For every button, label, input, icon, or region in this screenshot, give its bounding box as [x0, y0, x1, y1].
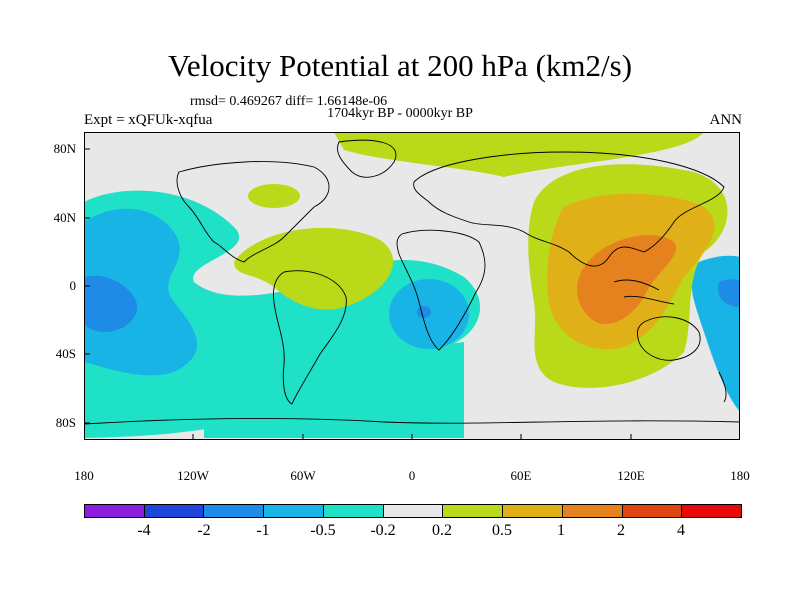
- colorbar-box: [622, 505, 683, 517]
- colorbar-label: 4: [677, 522, 685, 539]
- x-tick-label: 60W: [290, 468, 316, 483]
- velocity-potential-map: [84, 132, 740, 440]
- coast-australia: [636, 316, 701, 361]
- colorbar-box: [383, 505, 444, 517]
- field-lime-namerica: [248, 184, 300, 208]
- y-tick-label: 0: [69, 278, 77, 293]
- contour-fields: [84, 132, 740, 438]
- coast-north-america: [176, 161, 330, 263]
- coast-greenland: [337, 139, 397, 178]
- stats-line: rmsd= 0.469267 diff= 1.66148e-06: [190, 94, 388, 109]
- colorbar-box: [682, 505, 742, 517]
- coastlines: [84, 139, 740, 425]
- coast-antarctica: [84, 417, 740, 425]
- time-period: 1704kyr BP - 0000kyr BP: [327, 106, 473, 121]
- colorbar-label: -4: [137, 522, 151, 539]
- coast-south-america: [273, 270, 347, 405]
- colorbar-label: -2: [197, 522, 211, 539]
- field-cyan-south: [204, 342, 464, 438]
- colorbar-box: [443, 505, 504, 517]
- colorbar-box: [323, 505, 384, 517]
- coast-eurasia: [413, 151, 725, 267]
- x-tick-label: 120W: [177, 468, 209, 483]
- field-orange-core: [577, 235, 677, 325]
- colorbar: [84, 504, 742, 518]
- field-cyan-pacific: [84, 190, 481, 438]
- colorbar-label: -0.5: [310, 522, 336, 539]
- field-blue-africa: [417, 306, 431, 318]
- colorbar-box: [144, 505, 205, 517]
- colorbar-box: [204, 505, 265, 517]
- colorbar-box: [85, 505, 145, 517]
- colorbar-label: -1: [256, 522, 270, 539]
- x-tick-label: 120E: [617, 468, 645, 483]
- field-lime-north: [334, 132, 704, 177]
- field-lime-atlantic: [234, 227, 394, 310]
- field-sky-pacific: [84, 208, 198, 376]
- y-tick-label: 40S: [55, 346, 76, 361]
- colorbar-label: 0.5: [492, 522, 512, 539]
- experiment-label: Expt = xQFUk-xqfua: [84, 112, 213, 128]
- map-ticks: [84, 148, 740, 440]
- plot-title: Velocity Potential at 200 hPa (km2/s): [167, 48, 633, 83]
- colorbar-label: -0.2: [370, 522, 396, 539]
- x-tick-label: 180: [730, 468, 750, 483]
- x-tick-label: 180: [74, 468, 94, 483]
- y-tick-label: 40N: [53, 210, 76, 225]
- y-tick-label: 80S: [55, 415, 76, 430]
- x-tick-label: 60E: [510, 468, 532, 483]
- colorbar-label: 0.2: [432, 522, 452, 539]
- x-tick-label: 0: [408, 468, 416, 483]
- colorbar-box: [264, 505, 324, 517]
- coast-africa: [396, 229, 486, 351]
- colorbar-box: [562, 505, 623, 517]
- colorbar-box: [503, 505, 563, 517]
- field-blue-pacific: [84, 275, 138, 332]
- coast-maritime: [613, 279, 675, 305]
- y-tick-label: 80N: [53, 141, 76, 156]
- coast-new-zealand: [718, 371, 727, 403]
- colorbar-label: 1: [557, 522, 565, 539]
- colorbar-label: 2: [617, 522, 625, 539]
- season-label: ANN: [709, 112, 743, 128]
- field-blue-east: [718, 279, 740, 307]
